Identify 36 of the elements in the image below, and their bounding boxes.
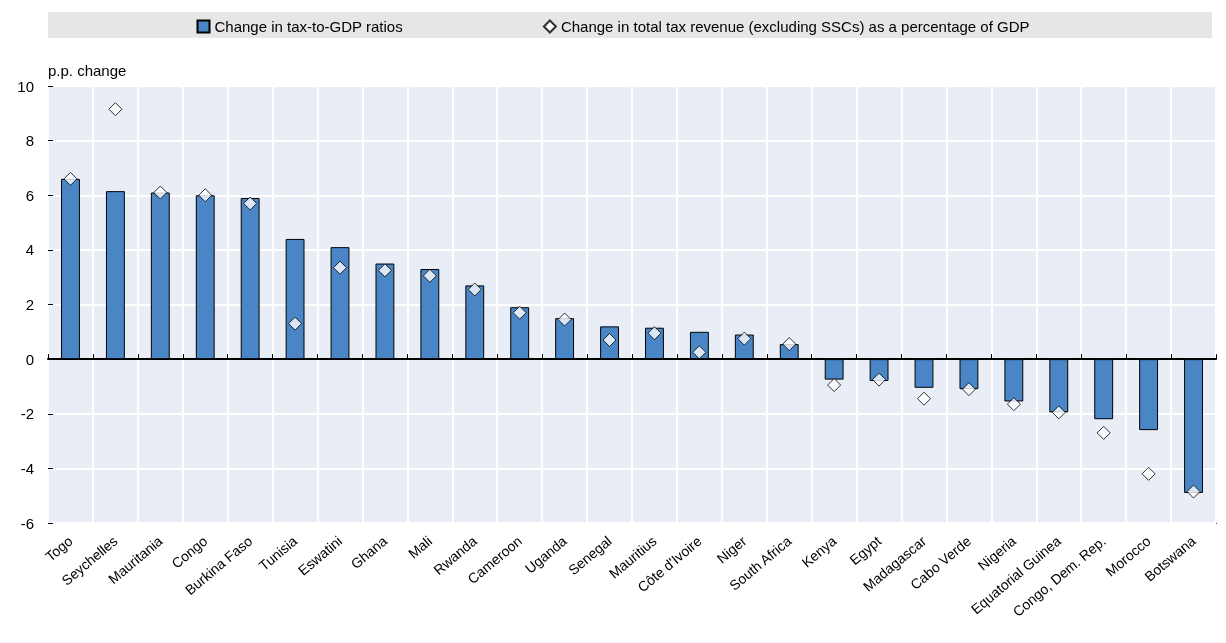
point [961,382,976,397]
point [377,263,392,278]
point [917,391,931,406]
point [153,185,168,200]
point [63,171,78,186]
legend-label: Change in tax-to-GDP ratios [214,18,403,35]
point [288,316,303,331]
point [1141,466,1156,481]
point [872,372,887,387]
point [422,268,437,283]
point [243,196,258,211]
point [1186,484,1201,499]
point [512,305,527,320]
y-tick-label: -6 [20,514,34,532]
y-tick-label: 8 [25,132,34,150]
y-tick-label: -2 [20,405,34,423]
y-tick-label: 2 [25,296,34,313]
y-tick-label: 10 [17,77,34,95]
point [647,326,662,341]
point [782,337,797,352]
point [467,282,482,297]
y-tick-label: 0 [25,350,34,368]
point [1006,397,1021,412]
point [737,331,752,346]
point [333,260,347,275]
y-axis-title: p.p. change [48,62,127,79]
point [1096,425,1111,440]
y-tick-label: 6 [25,186,34,204]
point [557,312,572,327]
y-tick-label: 4 [25,241,34,259]
point [827,378,842,393]
y-tick-label: -4 [20,459,34,477]
point [1051,405,1066,420]
point [108,102,123,117]
point [198,188,213,203]
legend-label: Change in total tax revenue (excluding SSCs) as a percentage of GDP [560,18,1030,35]
